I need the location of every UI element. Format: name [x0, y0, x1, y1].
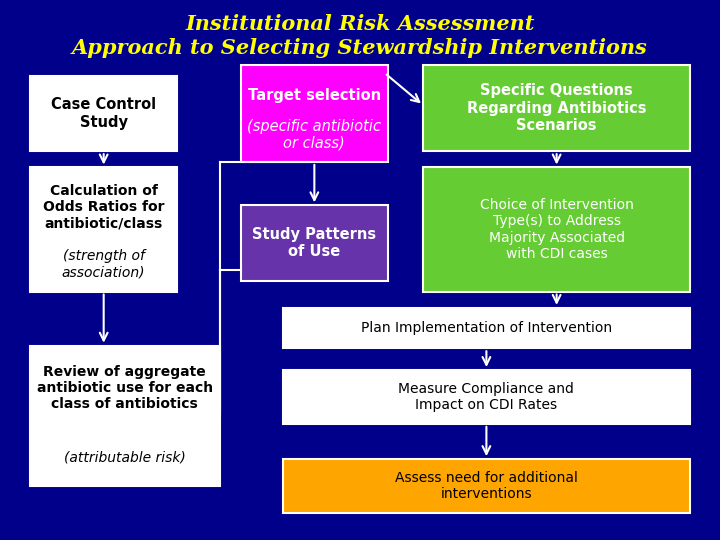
FancyBboxPatch shape — [423, 167, 690, 292]
Text: Review of aggregate
antibiotic use for each
class of antibiotics: Review of aggregate antibiotic use for e… — [37, 364, 213, 411]
FancyBboxPatch shape — [30, 167, 177, 292]
Text: Institutional Risk Assessment
Approach to Selecting Stewardship Interventions: Institutional Risk Assessment Approach t… — [72, 14, 648, 58]
Text: Target selection: Target selection — [248, 89, 381, 103]
Text: Study Patterns
of Use: Study Patterns of Use — [252, 227, 377, 259]
FancyBboxPatch shape — [30, 346, 220, 486]
Text: Plan Implementation of Intervention: Plan Implementation of Intervention — [361, 321, 612, 335]
Text: Case Control
Study: Case Control Study — [51, 97, 156, 130]
FancyBboxPatch shape — [240, 205, 388, 281]
Text: Measure Compliance and
Impact on CDI Rates: Measure Compliance and Impact on CDI Rat… — [398, 382, 575, 412]
FancyBboxPatch shape — [240, 65, 388, 162]
Text: Calculation of
Odds Ratios for
antibiotic/class: Calculation of Odds Ratios for antibioti… — [43, 184, 164, 231]
FancyBboxPatch shape — [283, 308, 690, 348]
FancyBboxPatch shape — [283, 370, 690, 424]
Text: Choice of Intervention
Type(s) to Address
Majority Associated
with CDI cases: Choice of Intervention Type(s) to Addres… — [480, 198, 634, 261]
Text: (attributable risk): (attributable risk) — [64, 451, 186, 465]
Text: Specific Questions
Regarding Antibiotics
Scenarios: Specific Questions Regarding Antibiotics… — [467, 83, 647, 133]
FancyBboxPatch shape — [283, 459, 690, 513]
FancyBboxPatch shape — [423, 65, 690, 151]
Text: Assess need for additional
interventions: Assess need for additional interventions — [395, 471, 578, 501]
Text: (strength of
association): (strength of association) — [62, 249, 145, 279]
FancyBboxPatch shape — [30, 76, 177, 151]
Text: (specific antibiotic
or class): (specific antibiotic or class) — [248, 119, 382, 151]
